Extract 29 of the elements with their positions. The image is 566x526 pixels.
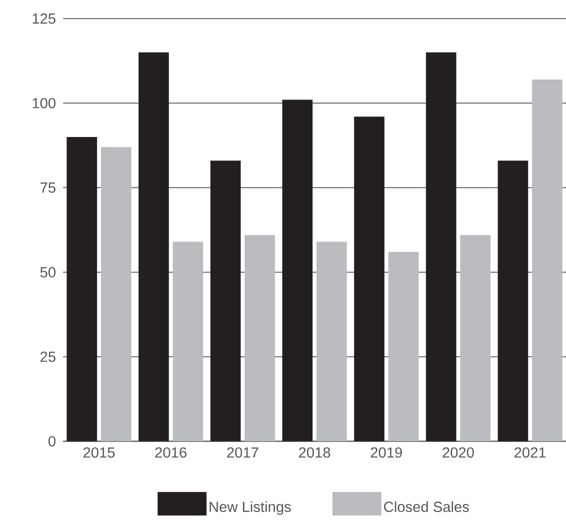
x-tick-label: 2020 — [442, 447, 474, 458]
legend-label: Closed Sales — [384, 501, 469, 512]
y-tick-label: 50 — [40, 266, 56, 278]
x-tick-label: 2016 — [155, 447, 186, 458]
y-tick-label: 100 — [32, 98, 56, 108]
bar — [100, 146, 132, 442]
legend-label: New Listings — [210, 501, 291, 515]
bar — [388, 252, 419, 442]
y-tick-label: 125 — [32, 13, 56, 24]
x-tick-label: 2021 — [514, 447, 546, 458]
bar — [426, 52, 456, 442]
bar — [244, 234, 275, 442]
bar — [210, 160, 241, 442]
x-tick-label: 2019 — [370, 447, 402, 458]
bar — [354, 116, 384, 442]
bar — [172, 242, 204, 442]
bar — [460, 234, 491, 442]
x-tick-label: 2017 — [227, 447, 258, 458]
y-tick-label: 0 — [48, 436, 56, 446]
x-tick-label: 2018 — [299, 447, 330, 458]
y-tick-label: 75 — [40, 182, 56, 193]
bar — [498, 160, 528, 442]
x-tick-label: 2015 — [83, 447, 115, 458]
bar — [282, 100, 313, 442]
bar — [138, 52, 169, 442]
bar — [316, 242, 347, 442]
y-tick-label: 25 — [40, 351, 56, 362]
bar — [532, 79, 562, 442]
bar — [66, 136, 98, 442]
